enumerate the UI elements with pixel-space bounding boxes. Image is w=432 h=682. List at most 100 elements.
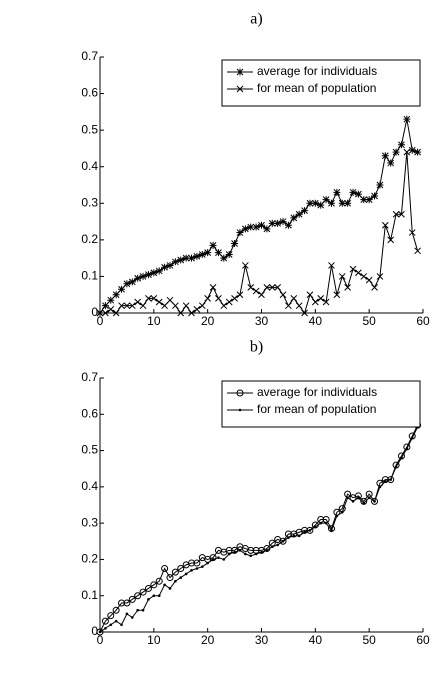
marker [128, 595, 136, 603]
chart-title: a) [250, 11, 262, 28]
marker [131, 616, 134, 619]
marker [141, 608, 145, 612]
marker [139, 302, 147, 310]
marker [392, 210, 400, 218]
marker [155, 267, 163, 275]
marker [333, 291, 341, 299]
marker [150, 581, 158, 589]
marker [340, 510, 344, 514]
legend-label: average for individuals [257, 385, 377, 399]
marker [371, 192, 379, 200]
marker [324, 521, 328, 525]
marker [403, 148, 411, 156]
marker [303, 530, 306, 534]
marker [209, 241, 217, 249]
legend-marker [236, 389, 244, 397]
marker [193, 252, 201, 260]
marker [265, 549, 269, 552]
marker [150, 295, 158, 302]
marker [238, 549, 242, 552]
marker [236, 291, 244, 299]
marker [188, 254, 196, 262]
marker [287, 536, 290, 539]
marker [367, 496, 371, 500]
marker [98, 630, 102, 634]
y-tick-label: 0.6 [81, 406, 98, 420]
marker [311, 199, 319, 207]
marker [274, 284, 282, 291]
marker [198, 302, 206, 310]
marker [139, 272, 147, 280]
marker [123, 599, 131, 607]
marker [209, 284, 217, 291]
marker [408, 146, 416, 154]
x-tick-label: 50 [362, 633, 376, 647]
marker [384, 480, 387, 483]
x-tick-label: 30 [255, 633, 269, 647]
marker [260, 550, 263, 554]
marker [381, 221, 389, 229]
chart-title: b) [250, 339, 263, 356]
x-tick-label: 40 [309, 314, 323, 328]
y-tick-label: 0.2 [81, 552, 98, 566]
x-tick-label: 0 [97, 314, 104, 328]
marker [247, 223, 255, 231]
marker [279, 218, 287, 226]
marker [166, 574, 174, 582]
marker [270, 545, 274, 549]
marker [112, 291, 120, 299]
x-tick-label: 60 [416, 314, 430, 328]
marker [410, 436, 414, 440]
y-tick-label: 0.6 [81, 86, 98, 100]
marker [322, 196, 330, 204]
marker [295, 302, 303, 310]
marker [349, 265, 357, 273]
marker [107, 305, 115, 313]
marker [193, 305, 201, 313]
x-tick-label: 20 [201, 633, 215, 647]
marker [193, 559, 201, 567]
y-tick-label: 0.4 [81, 479, 98, 493]
marker [285, 302, 292, 310]
marker [161, 263, 169, 271]
marker [102, 309, 109, 317]
marker [182, 302, 190, 310]
marker [163, 583, 166, 587]
marker [306, 526, 314, 534]
marker [157, 594, 161, 598]
marker [171, 568, 179, 576]
legend-label: for mean of population [257, 81, 376, 95]
marker [155, 577, 163, 585]
marker [220, 302, 228, 310]
marker [252, 287, 260, 295]
marker [371, 497, 379, 505]
marker [118, 599, 126, 607]
marker [378, 485, 382, 489]
marker [344, 199, 352, 207]
legend-marker [236, 68, 244, 76]
marker [317, 295, 325, 302]
marker [311, 298, 319, 306]
y-tick-label: 0.3 [81, 195, 98, 209]
y-tick-label: 0.7 [81, 370, 98, 384]
marker [227, 552, 231, 556]
marker [168, 587, 172, 590]
marker [330, 529, 333, 532]
marker [284, 221, 292, 229]
marker [357, 496, 360, 500]
legend-label: for mean of population [257, 402, 376, 416]
marker [184, 572, 188, 576]
marker [373, 500, 376, 503]
marker [354, 190, 362, 198]
marker [365, 196, 373, 204]
marker [301, 309, 308, 317]
marker [362, 501, 366, 505]
marker [190, 569, 193, 572]
marker [263, 225, 271, 233]
marker [215, 295, 222, 302]
marker [161, 565, 169, 572]
marker [387, 159, 395, 167]
marker [274, 219, 282, 227]
marker [268, 284, 276, 291]
marker [101, 617, 109, 625]
